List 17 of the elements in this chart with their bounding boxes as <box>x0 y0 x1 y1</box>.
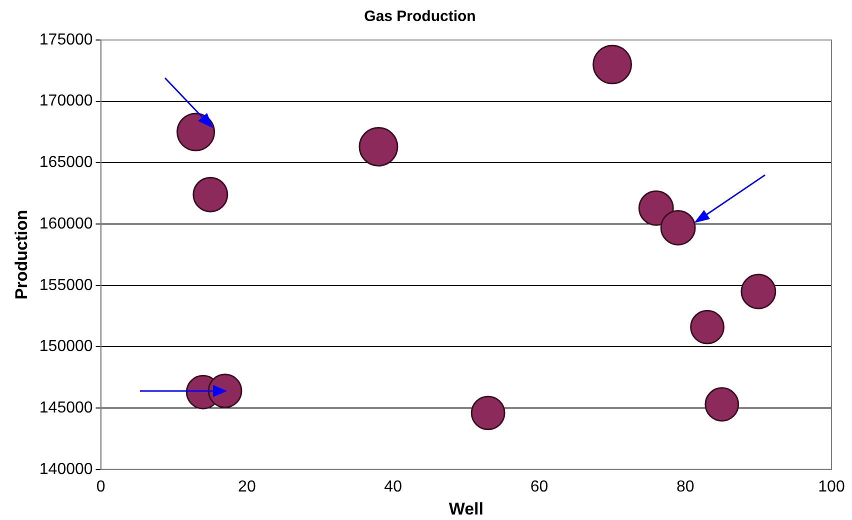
y-tick-label: 155000 <box>39 276 93 294</box>
x-tick-label: 20 <box>238 478 256 496</box>
y-tick-label: 160000 <box>39 215 93 232</box>
y-tick-label: 175000 <box>39 31 93 48</box>
y-tick-label: 140000 <box>39 460 93 478</box>
y-tick-label: 165000 <box>39 154 93 172</box>
x-tick-label: 80 <box>676 478 694 496</box>
x-tick-label: 60 <box>530 478 548 496</box>
chart-title: Gas Production <box>364 8 476 26</box>
x-axis-title: Well <box>448 499 484 518</box>
y-tick-label: 150000 <box>39 338 93 356</box>
y-tick-label: 170000 <box>39 92 93 110</box>
x-tick-label: 40 <box>384 478 402 496</box>
x-tick-label: 0 <box>96 478 106 496</box>
y-axis-title: Production <box>12 210 31 300</box>
y-tick-label: 145000 <box>39 399 93 416</box>
x-tick-label: 100 <box>818 478 845 496</box>
